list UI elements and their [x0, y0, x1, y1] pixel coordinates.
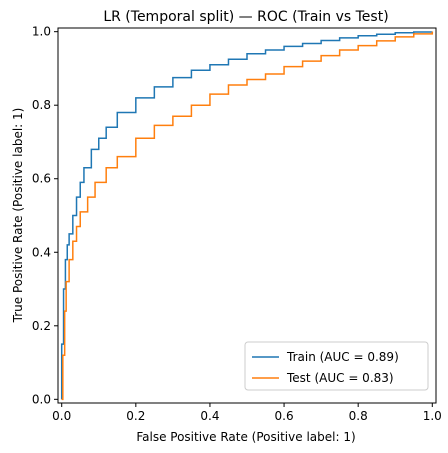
legend-box — [244, 341, 429, 391]
x-tick-label: 0.4 — [200, 409, 219, 423]
plot-frame — [57, 27, 437, 404]
chart-title: LR (Temporal split) — ROC (Train vs Test… — [103, 9, 388, 25]
series-line-test — [61, 31, 434, 401]
y-axis: 0.0 0.2 0.4 0.6 0.8 1.0 — [32, 25, 58, 406]
legend-label-test: Test (AUC = 0.83) — [286, 371, 394, 385]
x-tick-label: 0.2 — [126, 409, 145, 423]
y-tick-label: 0.8 — [32, 98, 51, 112]
y-tick-label: 0.6 — [32, 172, 51, 186]
y-tick-label: 0.4 — [32, 245, 51, 259]
y-tick-label: 1.0 — [32, 25, 51, 39]
x-tick-label: 0.0 — [52, 409, 71, 423]
y-axis-label: True Positive Rate (Positive label: 1) — [11, 108, 25, 324]
series-layer — [60, 31, 434, 401]
x-tick-label: 0.8 — [349, 409, 368, 423]
y-tick-label: 0.0 — [32, 392, 51, 406]
x-tick-label: 1.0 — [423, 409, 442, 423]
plot-area — [57, 27, 437, 404]
x-axis-label: False Positive Rate (Positive label: 1) — [136, 430, 355, 444]
y-tick-label: 0.2 — [32, 319, 51, 333]
legend-label-train: Train (AUC = 0.89) — [286, 350, 399, 364]
series-line-train — [60, 31, 434, 400]
legend: Train (AUC = 0.89) Test (AUC = 0.83) — [244, 341, 429, 391]
x-axis: 0.0 0.2 0.4 0.6 0.8 1.0 — [52, 403, 442, 423]
x-tick-label: 0.6 — [275, 409, 294, 423]
